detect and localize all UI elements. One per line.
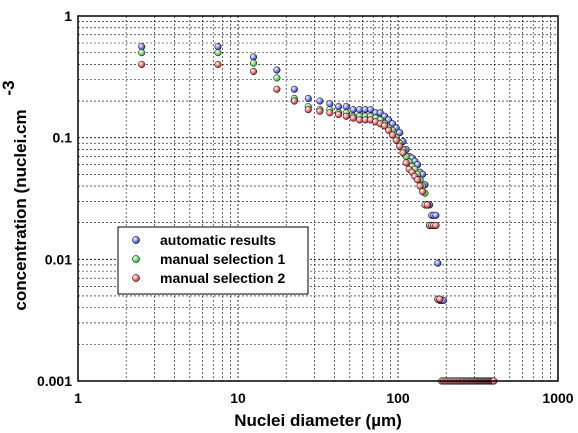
- data-point: [290, 97, 298, 105]
- legend-box: [117, 226, 309, 295]
- data-point: [349, 114, 357, 122]
- data-point: [316, 107, 324, 115]
- y-tick-label: 0.001: [37, 373, 72, 389]
- data-point: [436, 295, 444, 303]
- legend-label: manual selection 2: [160, 270, 285, 286]
- data-point: [396, 129, 404, 137]
- data-point: [273, 85, 281, 93]
- legend-marker: [132, 236, 140, 244]
- x-tick-label: 100: [386, 390, 410, 406]
- legend-marker: [132, 274, 140, 282]
- data-point: [326, 100, 334, 108]
- data-point: [273, 66, 281, 74]
- data-point: [290, 85, 298, 93]
- data-point: [138, 49, 146, 57]
- data-point: [342, 112, 350, 120]
- data-point: [334, 110, 343, 119]
- data-point: [396, 142, 404, 150]
- y-tick-label: 1: [64, 8, 72, 24]
- data-point: [392, 136, 400, 144]
- y-tick-label: 0.01: [45, 251, 72, 267]
- data-point: [414, 176, 422, 184]
- data-point: [381, 122, 389, 130]
- data-point: [349, 106, 357, 114]
- data-point: [432, 221, 440, 229]
- data-point: [389, 131, 397, 139]
- data-point: [326, 109, 334, 117]
- legend: automatic results manual selection 1 manua…: [117, 226, 309, 295]
- data-point: [432, 211, 440, 219]
- data-point: [423, 201, 431, 209]
- data-point: [399, 149, 407, 157]
- x-tick-label: 10: [230, 390, 246, 406]
- data-point: [304, 94, 312, 103]
- data-point: [138, 60, 146, 68]
- data-point: [419, 188, 427, 196]
- y-axis-title: concentration (nuclei.cm: [11, 109, 30, 310]
- data-point: [214, 43, 222, 51]
- x-tick-label: 1: [74, 390, 82, 406]
- data-point: [402, 159, 410, 167]
- data-point: [385, 126, 393, 134]
- tick-labels: 1 10 100 1000 1 0.1 0.01 0.001: [37, 8, 574, 406]
- data-point: [434, 259, 442, 267]
- x-axis-title: Nuclei diameter (µm): [234, 411, 402, 430]
- plot-frame: [77, 15, 559, 382]
- data-point: [214, 49, 222, 57]
- data-points: [138, 43, 498, 385]
- data-point: [273, 74, 281, 82]
- data-point: [304, 106, 312, 114]
- legend-marker: [132, 255, 140, 263]
- data-point: [249, 53, 258, 61]
- data-point: [249, 67, 258, 76]
- data-point: [334, 103, 343, 111]
- data-point: [316, 97, 324, 105]
- y-tick-label: 0.1: [53, 130, 73, 146]
- data-point: [214, 60, 222, 68]
- legend-label: manual selection 1: [160, 251, 285, 267]
- x-tick-label: 1000: [542, 390, 573, 406]
- data-point: [138, 43, 146, 51]
- y-axis-title-superscript: -3: [0, 80, 18, 95]
- data-point: [249, 59, 258, 67]
- grid-lines: [78, 16, 558, 381]
- legend-label: automatic results: [160, 232, 276, 248]
- data-point: [342, 103, 350, 111]
